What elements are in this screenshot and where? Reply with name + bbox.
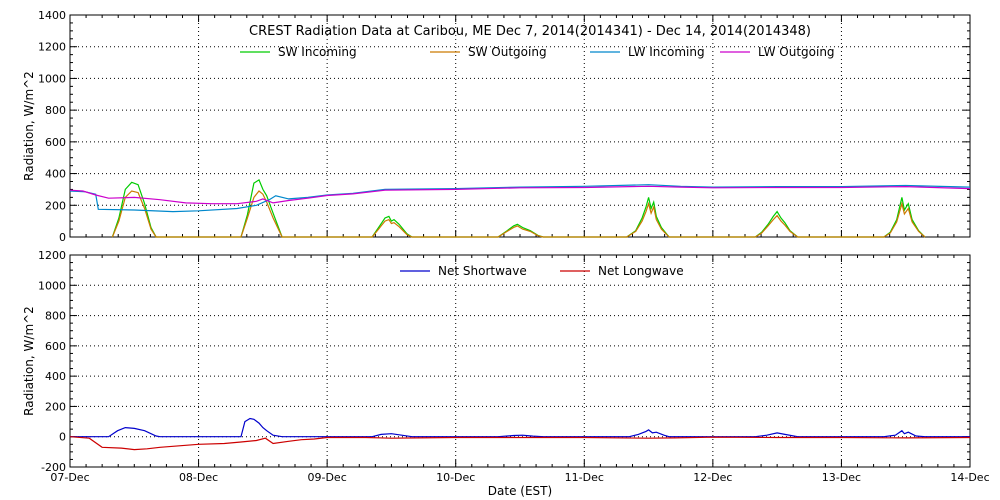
y-tick-label: -200 [41,461,66,474]
y-tick-label: 400 [45,168,66,181]
legend-label-net_lw: Net Longwave [598,264,684,278]
x-axis-label: Date (EST) [488,484,552,498]
series-line-lw_out [69,185,971,205]
y-tick-label: 1000 [38,72,66,85]
legend-label-lw_in: LW Incoming [628,45,705,59]
y-tick-label: 1200 [38,249,66,262]
y-tick-label: 1400 [38,9,66,22]
x-tick-label: 10-Dec [436,471,475,484]
legend-label-sw_in: SW Incoming [278,45,357,59]
x-tick-label: 14-Dec [950,471,989,484]
x-tick-label: 09-Dec [308,471,347,484]
bottom-panel: -200 0 200 400 600 800 1000 1200 07-Dec 08-Dec 09-… [22,249,990,484]
x-tick-label: 07-Dec [50,471,89,484]
y-tick-label: 0 [59,231,66,244]
y-tick-label: 1000 [38,279,66,292]
legend-label-lw_out: LW Outgoing [758,45,835,59]
y-tick-label: 800 [45,104,66,117]
y-tick-label: 0 [59,431,66,444]
top-panel: 0 200 400 600 800 1000 1200 1400 Radiation, W/m^… [22,9,971,244]
series-line-sw_out [111,190,926,238]
y-tick-label: 600 [45,136,66,149]
series-line-net_sw [70,417,970,438]
x-tick-label: 12-Dec [693,471,732,484]
legend-label-sw_out: SW Outgoing [468,45,547,59]
series-line-lw_in [69,184,971,213]
series-line-net_lw [69,436,971,451]
y-tick-label: 200 [45,400,66,413]
y-tick-label: 400 [45,370,66,383]
y-tick-label: 200 [45,199,66,212]
y-axis-label: Radiation, W/m^2 [22,71,36,181]
y-tick-label: 600 [45,340,66,353]
chart-title: CREST Radiation Data at Caribou, ME Dec … [249,24,811,39]
x-tick-label: 13-Dec [822,471,861,484]
legend-label-net_sw: Net Shortwave [438,264,527,278]
x-tick-label: 08-Dec [179,471,218,484]
y-tick-label: 800 [45,310,66,323]
x-tick-label: 11-Dec [565,471,604,484]
y-tick-label: 1200 [38,41,66,54]
y-axis-label: Radiation, W/m^2 [22,306,36,416]
